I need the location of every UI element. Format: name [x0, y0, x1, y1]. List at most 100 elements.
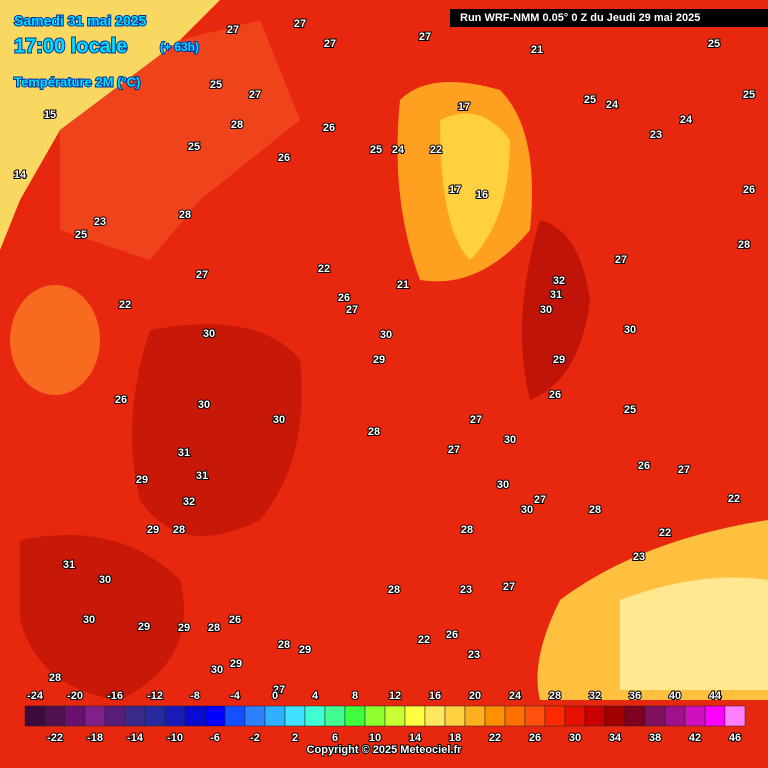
temperature-label: 29: [299, 644, 311, 656]
temperature-label: 30: [380, 329, 392, 341]
temperature-label: 30: [521, 504, 533, 516]
temperature-label: 21: [531, 44, 543, 56]
temperature-label: 25: [75, 229, 87, 241]
legend-swatch: [544, 705, 566, 727]
temperature-label: 30: [273, 414, 285, 426]
legend-swatch: [344, 705, 366, 727]
legend-swatch: [384, 705, 406, 727]
temperature-label: 27: [249, 89, 261, 101]
temperature-label: 32: [183, 496, 195, 508]
legend-label: 18: [449, 732, 461, 744]
temperature-label: 24: [680, 114, 693, 126]
legend-label: -4: [230, 690, 241, 702]
temperature-label: 27: [324, 38, 336, 50]
temperature-label: 15: [44, 109, 56, 121]
temperature-label: 27: [448, 444, 460, 456]
temperature-label: 32: [553, 275, 565, 287]
legend-swatch: [724, 705, 746, 727]
temperature-label: 26: [278, 152, 290, 164]
temperature-label: 29: [136, 474, 148, 486]
temperature-label: 28: [231, 119, 243, 131]
temperature-label: 30: [211, 664, 223, 676]
legend-label: -20: [67, 690, 83, 702]
legend-label: 46: [729, 732, 741, 744]
legend-label: -16: [107, 690, 123, 702]
legend-label: 42: [689, 732, 701, 744]
hot-zone: [132, 324, 302, 536]
temperature-label: 25: [743, 89, 755, 101]
temperature-label: 23: [94, 216, 106, 228]
color-legend: -24-22-20-18-16-14-12-10-8-6-4-202468101…: [24, 689, 746, 745]
temperature-label: 28: [589, 504, 601, 516]
legend-swatch: [144, 705, 166, 727]
temperature-label: 22: [418, 634, 430, 646]
temperature-label: 27: [196, 269, 208, 281]
temperature-label: 24: [606, 99, 619, 111]
legend-label: 0: [272, 690, 278, 702]
temperature-label: 25: [708, 38, 720, 50]
legend-swatch: [484, 705, 506, 727]
legend-label: 24: [509, 690, 522, 702]
temperature-label: 28: [208, 622, 220, 634]
legend-label: 12: [389, 690, 401, 702]
legend-label: 8: [352, 690, 358, 702]
temperature-label: 31: [178, 447, 190, 459]
legend-swatch: [704, 705, 726, 727]
legend-label: 30: [569, 732, 581, 744]
temperature-label: 28: [173, 524, 185, 536]
legend-label: 32: [589, 690, 601, 702]
temperature-label: 23: [468, 649, 480, 661]
legend-swatch: [184, 705, 206, 727]
temperature-label: 28: [388, 584, 400, 596]
temperature-label: 31: [63, 559, 75, 571]
legend-swatch: [464, 705, 486, 727]
temperature-label: 30: [99, 574, 111, 586]
legend-label: -2: [250, 732, 260, 744]
legend-swatch: [204, 705, 226, 727]
temperature-label: 22: [430, 144, 442, 156]
temperature-label: 21: [397, 279, 409, 291]
temperature-label: 17: [458, 101, 470, 113]
legend-swatch: [664, 705, 686, 727]
legend-label: -24: [27, 690, 44, 702]
temperature-label: 27: [419, 31, 431, 43]
legend-swatch: [624, 705, 646, 727]
temperature-label: 26: [549, 389, 561, 401]
temperature-label: 31: [550, 289, 562, 301]
legend-swatch: [644, 705, 666, 727]
legend-label: -6: [210, 732, 220, 744]
temperature-label: 30: [624, 324, 636, 336]
legend-swatch: [244, 705, 266, 727]
temperature-label: 24: [392, 144, 405, 156]
legend-label: -22: [47, 732, 63, 744]
legend-label: -10: [167, 732, 183, 744]
temperature-label: 22: [318, 263, 330, 275]
run-box: [450, 9, 768, 27]
temperature-label: 14: [14, 169, 27, 181]
legend-label: -14: [127, 732, 144, 744]
legend-label: -18: [87, 732, 103, 744]
temperature-label: 23: [650, 129, 662, 141]
cool-zone: [620, 577, 768, 690]
temperature-label: 27: [678, 464, 690, 476]
legend-swatch: [24, 705, 46, 727]
legend-label: 26: [529, 732, 541, 744]
legend-swatch: [44, 705, 66, 727]
legend-label: 20: [469, 690, 481, 702]
legend-swatch: [224, 705, 246, 727]
legend-swatch: [364, 705, 386, 727]
temperature-label: 30: [497, 479, 509, 491]
temperature-label: 27: [294, 18, 306, 30]
legend-swatch: [524, 705, 546, 727]
temperature-label: 26: [338, 292, 350, 304]
temperature-label: 17: [449, 184, 461, 196]
legend-label: 4: [312, 690, 319, 702]
temperature-label: 30: [83, 614, 95, 626]
legend-label: 34: [609, 732, 622, 744]
temperature-label: 27: [273, 684, 285, 696]
temperature-label: 16: [476, 189, 488, 201]
legend-label: 40: [669, 690, 681, 702]
legend-label: 6: [332, 732, 338, 744]
time: 17:00 locale: [14, 35, 127, 57]
temperature-label: 28: [179, 209, 191, 221]
